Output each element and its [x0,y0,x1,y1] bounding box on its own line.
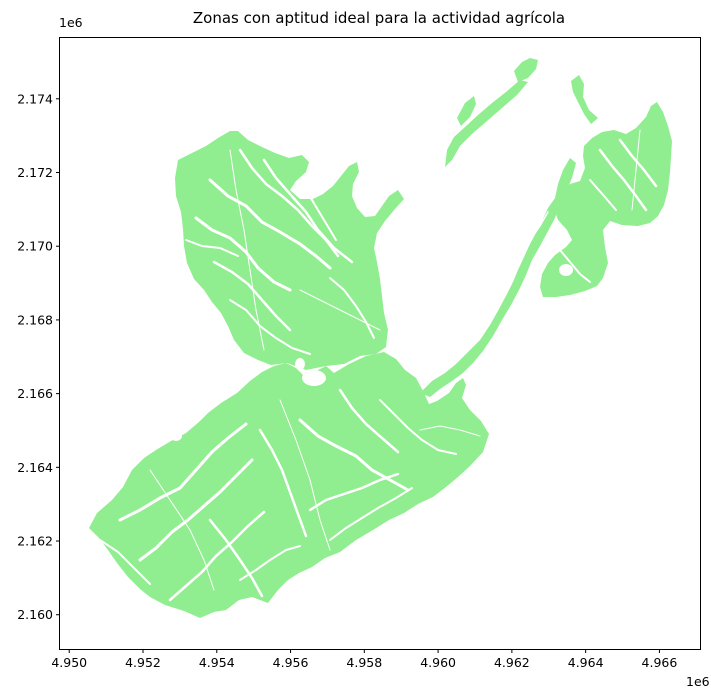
agricultural-zone-southwest [89,352,489,618]
x-tick-label: 4.964 [568,655,604,670]
y-tick-label: 2.168 [17,312,53,327]
x-tick-label: 4.954 [199,655,235,670]
x-axis: 4.950 4.952 4.954 4.956 4.958 4.960 4.962 4.964… [51,649,677,670]
x-tick-label: 4.958 [346,655,382,670]
y-tick-label: 2.172 [17,165,53,180]
x-tick-label: 4.962 [494,655,530,670]
x-tick-label: 4.956 [273,655,309,670]
x-tick-label: 4.950 [51,655,87,670]
agricultural-zone-fragment [571,75,598,124]
gap-patches [170,264,573,441]
agricultural-zone-central [420,158,576,397]
y-tick-label: 2.166 [17,386,53,401]
agricultural-zone-fragment [457,96,476,126]
agricultural-zone-northwest [175,131,404,370]
x-tick-label: 4.960 [420,655,456,670]
y-tick-label: 2.162 [17,534,53,549]
agricultural-zone-fragment [445,80,528,167]
y-axis-offset-label: 1e6 [59,15,83,30]
y-tick-label: 2.164 [17,460,53,475]
map-area [89,58,672,618]
plot-frame [59,37,701,650]
x-tick-label: 4.966 [642,655,678,670]
x-tick-label: 4.952 [125,655,161,670]
y-tick-label: 2.170 [17,239,53,254]
map-title: Zonas con aptitud ideal para la activida… [193,9,565,27]
drainage-lines [99,129,658,602]
y-tick-label: 2.174 [17,91,53,106]
x-axis-offset-label: 1e6 [686,674,710,689]
agricultural-zone-fragment [514,58,538,82]
y-tick-label: 2.160 [17,607,53,622]
y-axis: 2.160 2.162 2.164 2.166 2.168 2.170 2.172 2.174 [17,91,60,622]
